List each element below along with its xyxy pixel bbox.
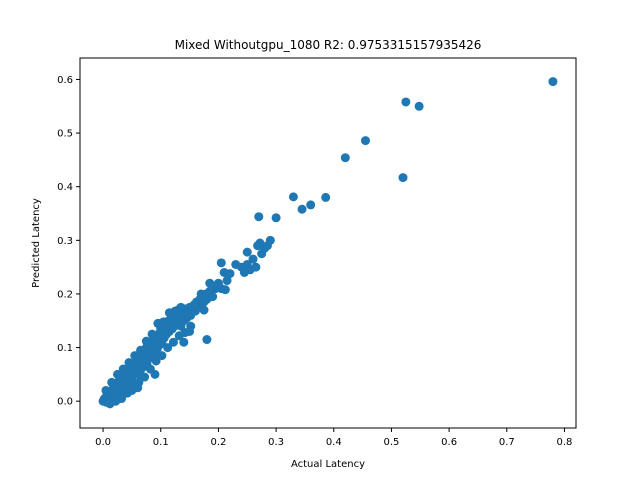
x-tick-label: 0.2 [210, 437, 226, 448]
data-point [248, 254, 258, 264]
y-tick-label: 0.0 [57, 397, 73, 408]
y-tick-label: 0.1 [57, 343, 73, 354]
data-point [112, 369, 122, 379]
x-tick-label: 0.3 [268, 437, 284, 448]
data-point [321, 192, 331, 202]
y-axis-label: Predicted Latency [31, 198, 42, 288]
data-point [254, 212, 264, 222]
data-point [136, 345, 146, 355]
data-point [151, 356, 161, 366]
data-point [251, 262, 261, 272]
data-point [306, 200, 316, 210]
data-point [398, 173, 408, 183]
data-point [208, 281, 218, 291]
data-point [163, 343, 173, 353]
data-point [168, 337, 178, 347]
data-point [176, 302, 186, 312]
points-layer [98, 77, 558, 409]
x-tick-label: 0.1 [153, 437, 169, 448]
x-tick-label: 0.6 [441, 437, 457, 448]
data-point [222, 276, 232, 286]
x-axis: 0.0 0.1 0.2 0.3 0.4 0.5 0.6 0.7 0.8 [95, 428, 572, 448]
y-tick-label: 0.5 [57, 129, 73, 140]
y-tick-label: 0.3 [57, 236, 73, 247]
chart-title: Mixed Withoutgpu_1080 R2: 0.975331515793… [175, 38, 482, 52]
x-axis-label: Actual Latency [291, 459, 365, 470]
data-point [340, 153, 350, 163]
y-axis: 0.0 0.1 0.2 0.3 0.4 0.5 0.6 [57, 75, 80, 408]
data-point [107, 377, 117, 387]
data-point [265, 235, 275, 245]
data-point [157, 351, 167, 361]
y-tick-label: 0.2 [57, 289, 73, 300]
data-point [242, 247, 252, 257]
data-point [190, 300, 200, 310]
x-tick-label: 0.7 [499, 437, 515, 448]
data-point [231, 259, 241, 269]
data-point [185, 326, 195, 336]
data-point [220, 285, 230, 295]
data-point [208, 292, 218, 302]
y-tick-label: 0.6 [57, 75, 73, 86]
data-point [130, 351, 140, 361]
data-point [118, 364, 128, 374]
data-point [141, 336, 151, 346]
data-point [196, 289, 206, 299]
data-point [133, 383, 143, 393]
data-point [124, 358, 134, 368]
data-point [179, 337, 189, 347]
data-point [414, 101, 424, 111]
data-point [548, 77, 558, 87]
data-point [117, 394, 127, 404]
data-point [401, 97, 411, 107]
data-point [101, 385, 111, 395]
data-point [150, 369, 160, 379]
x-tick-label: 0.4 [326, 437, 342, 448]
data-point [297, 204, 307, 214]
x-tick-label: 0.5 [383, 437, 399, 448]
x-tick-label: 0.8 [557, 437, 573, 448]
data-point [216, 258, 226, 268]
data-point [147, 329, 157, 339]
data-point [202, 335, 212, 345]
data-point [225, 269, 235, 279]
data-point [140, 372, 150, 382]
y-tick-label: 0.4 [57, 182, 73, 193]
data-point [156, 318, 166, 328]
data-point [199, 305, 209, 315]
data-point [288, 192, 298, 202]
x-tick-label: 0.0 [95, 437, 111, 448]
data-point [360, 136, 370, 146]
data-point [271, 213, 281, 223]
plot-frame [79, 57, 577, 429]
